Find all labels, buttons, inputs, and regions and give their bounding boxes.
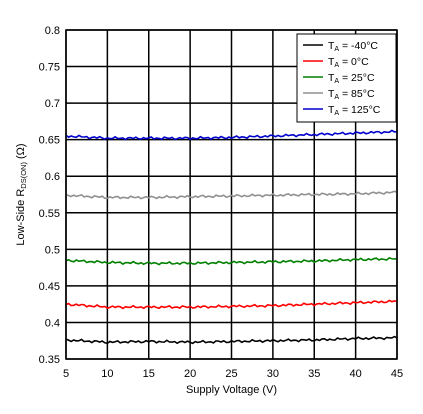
legend-box bbox=[296, 33, 397, 123]
x-tick-label: 5 bbox=[63, 368, 69, 380]
y-axis-title-main: Low-Side R bbox=[15, 189, 27, 246]
series-line bbox=[65, 190, 398, 200]
y-tick-label: 0.5 bbox=[45, 244, 60, 256]
legend-label: TA = 85°C bbox=[328, 88, 375, 101]
legend-label: TA = 25°C bbox=[328, 72, 375, 85]
y-tick-label: 0.4 bbox=[45, 317, 60, 329]
y-tick-label: 0.8 bbox=[45, 25, 60, 37]
y-tick-label: 0.45 bbox=[39, 281, 60, 293]
y-tick-label: 0.75 bbox=[39, 62, 60, 74]
legend-items: TA = -40°C TA = 0°C TA = 25°C TA = 85°C TA =… bbox=[303, 40, 381, 117]
x-tick-label: 10 bbox=[101, 368, 113, 380]
legend-label: TA = 125°C bbox=[328, 104, 381, 117]
y-tick-label: 0.65 bbox=[39, 135, 60, 147]
y-tick-label: 0.6 bbox=[45, 171, 60, 183]
legend-label: TA = -40°C bbox=[328, 40, 378, 53]
x-tick-label: 20 bbox=[184, 368, 196, 380]
grid-layer bbox=[65, 29, 398, 360]
y-tick-label: 0.7 bbox=[45, 98, 60, 110]
legend-label: TA = 0°C bbox=[328, 56, 369, 69]
x-tick-label: 25 bbox=[225, 368, 237, 380]
x-tick-label: 30 bbox=[267, 368, 279, 380]
series-line bbox=[65, 256, 398, 266]
x-axis-title: Supply Voltage (V) bbox=[186, 384, 277, 396]
y-tick-labels: 0.35 0.4 0.45 0.5 0.55 0.6 0.65 0.7 0.75 0.8 bbox=[39, 25, 60, 366]
x-tick-label: 15 bbox=[143, 368, 155, 380]
y-axis-title: Low-Side RDS(ON) (Ω) bbox=[15, 143, 28, 245]
y-axis-title-unit: (Ω) bbox=[15, 143, 27, 162]
y-tick-label: 0.35 bbox=[39, 354, 60, 366]
x-tick-label: 35 bbox=[308, 368, 320, 380]
plot-frame bbox=[65, 29, 398, 360]
series-line bbox=[65, 129, 398, 141]
x-tick-label: 40 bbox=[350, 368, 362, 380]
series-layer bbox=[65, 129, 398, 345]
series-line bbox=[65, 335, 398, 345]
x-tick-label: 45 bbox=[391, 368, 403, 380]
series-line bbox=[65, 299, 398, 310]
y-axis-title-sub: DS(ON) bbox=[19, 162, 28, 189]
y-tick-label: 0.55 bbox=[39, 208, 60, 220]
x-tick-labels: 5 10 15 20 25 30 35 40 45 bbox=[63, 368, 403, 380]
legend: TA = -40°C TA = 0°C TA = 25°C TA = 85°C TA =… bbox=[296, 33, 397, 123]
